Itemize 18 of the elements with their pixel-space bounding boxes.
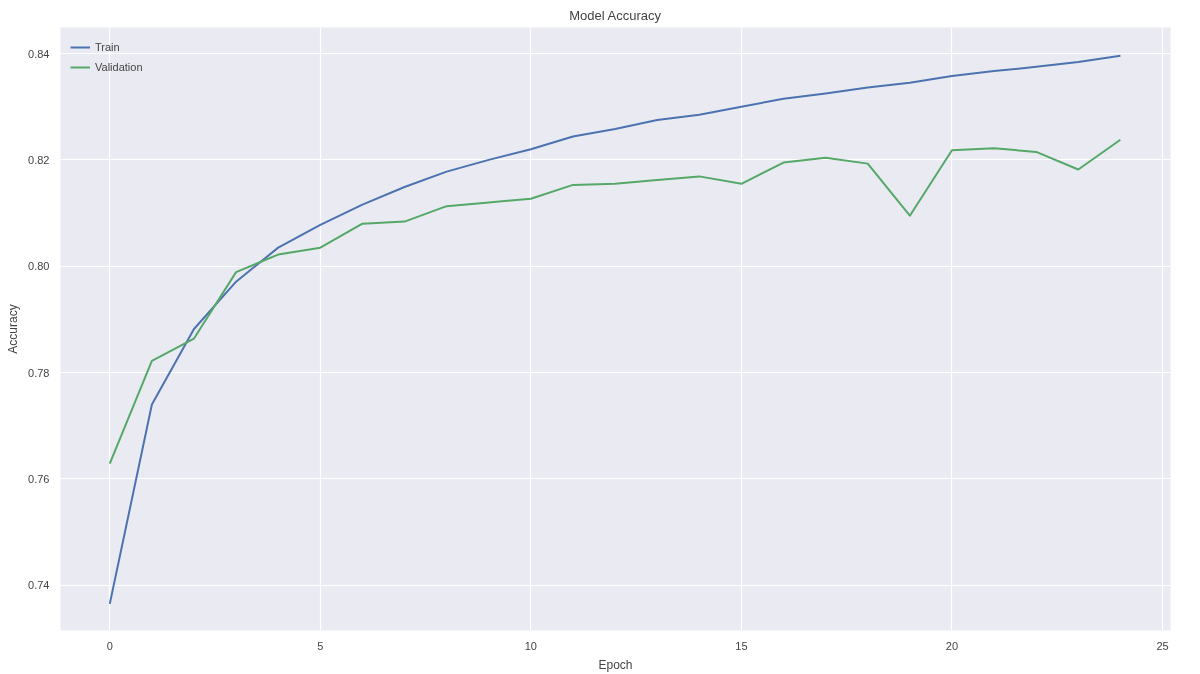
- legend-label: Train: [95, 41, 120, 53]
- x-tick-label: 25: [1156, 639, 1169, 652]
- legend-label: Validation: [95, 61, 143, 73]
- x-tick-label: 5: [317, 639, 324, 652]
- x-tick-label: 10: [524, 639, 537, 652]
- x-tick-label: 15: [735, 639, 748, 652]
- line-series: [108, 138, 1122, 465]
- y-axis-title: Accuracy: [6, 304, 21, 354]
- y-tick-label: 0.84: [28, 47, 50, 60]
- y-tick-label: 0.78: [28, 366, 50, 379]
- x-tick-label: 0: [106, 639, 113, 652]
- chart-title: Model Accuracy: [569, 7, 662, 23]
- y-tick-label: 0.76: [28, 472, 50, 485]
- x-tick-label: 20: [945, 639, 959, 652]
- y-tick-label: 0.74: [28, 579, 50, 592]
- y-tick-label: 0.80: [28, 260, 50, 273]
- y-tick-label: 0.82: [28, 153, 50, 166]
- x-axis-title: Epoch: [598, 657, 633, 672]
